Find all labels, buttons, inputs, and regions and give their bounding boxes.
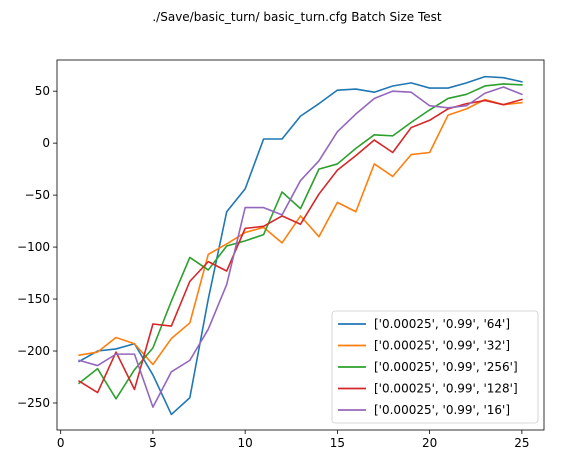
x-tick-label: 20 xyxy=(422,436,437,450)
x-axis: 0 5 10 15 20 25 xyxy=(57,430,530,450)
legend-label: ['0.00025', '0.99', '256'] xyxy=(374,360,518,374)
x-tick-label: 25 xyxy=(514,436,529,450)
x-tick-label: 0 xyxy=(57,436,65,450)
x-tick-label: 15 xyxy=(330,436,345,450)
series-line-1 xyxy=(78,75,523,416)
y-tick-label: 0 xyxy=(42,136,50,150)
chart-title: ./Save/basic_turn/ basic_turn.cfg Batch … xyxy=(152,10,442,24)
y-axis: −250 −200 −150 −100 −50 0 50 xyxy=(17,84,57,410)
series-line-5 xyxy=(78,86,523,408)
y-tick-label: −250 xyxy=(17,396,50,410)
y-tick-label: −50 xyxy=(25,188,50,202)
series-line-2 xyxy=(78,98,523,366)
legend-label: ['0.00025', '0.99', '16'] xyxy=(374,403,510,417)
legend: ['0.00025', '0.99', '64'] ['0.00025', '0.… xyxy=(331,310,539,424)
legend-box xyxy=(331,310,539,424)
legend-label: ['0.00025', '0.99', '32'] xyxy=(374,339,510,353)
legend-label: ['0.00025', '0.99', '64'] xyxy=(374,317,510,331)
legend-label: ['0.00025', '0.99', '128'] xyxy=(374,382,518,396)
y-tick-label: −100 xyxy=(17,240,50,254)
y-tick-label: 50 xyxy=(35,84,50,98)
x-tick-label: 10 xyxy=(238,436,253,450)
series-line-4 xyxy=(78,98,523,394)
series-layer xyxy=(78,75,523,416)
x-tick-label: 5 xyxy=(149,436,157,450)
series-line-3 xyxy=(78,83,523,400)
plot-frame xyxy=(56,59,545,431)
y-tick-label: −200 xyxy=(17,344,50,358)
y-tick-label: −150 xyxy=(17,292,50,306)
